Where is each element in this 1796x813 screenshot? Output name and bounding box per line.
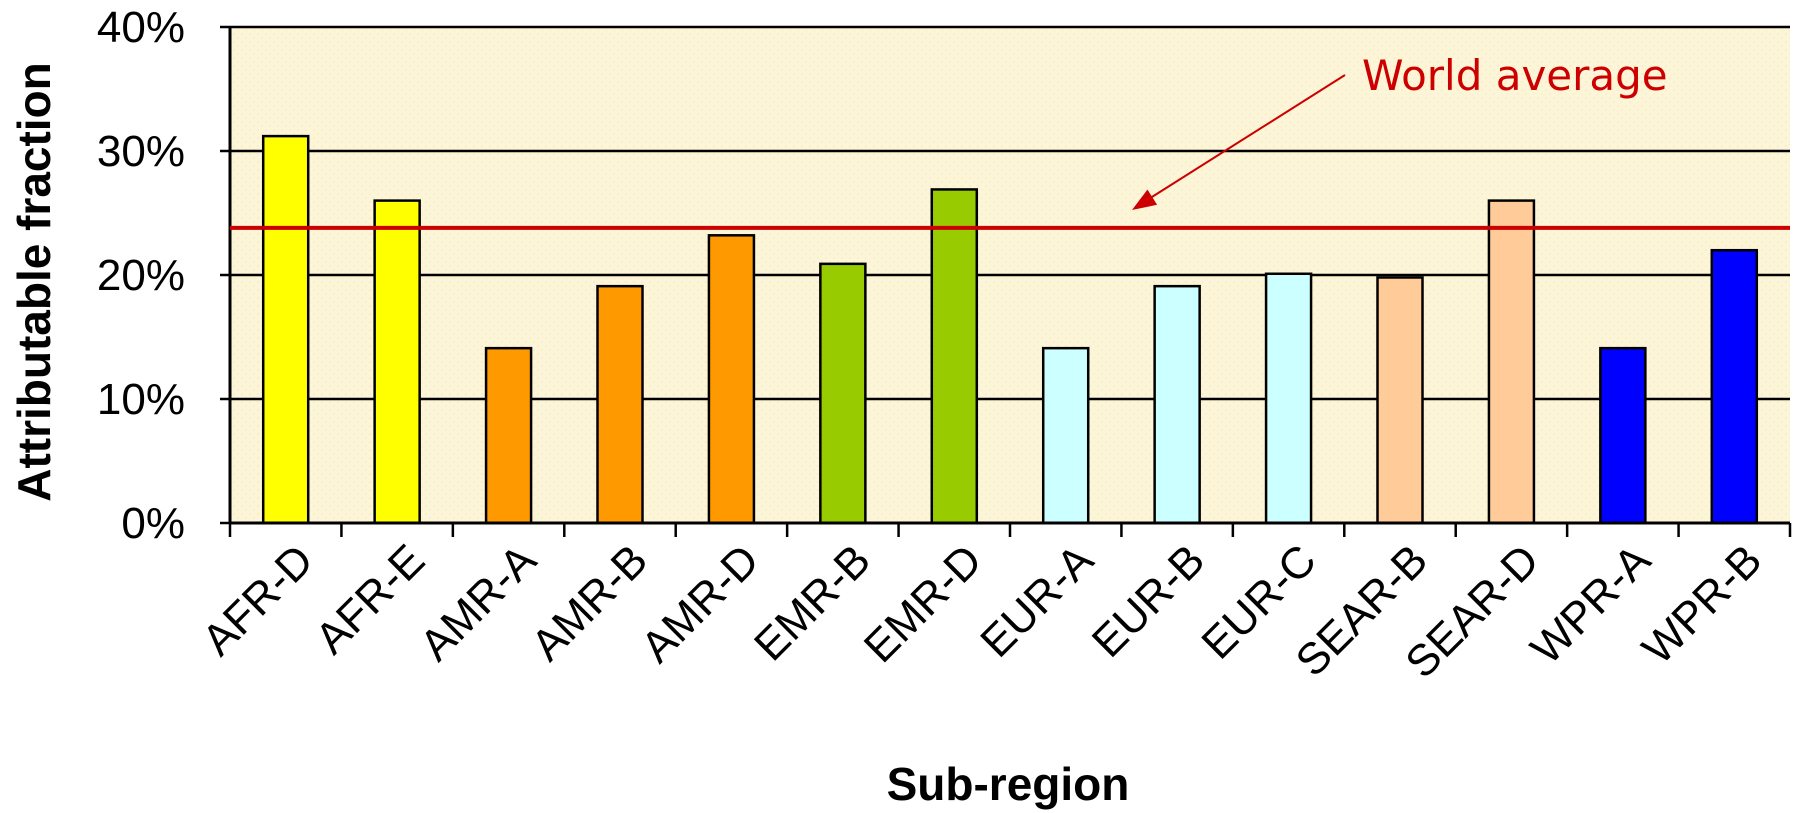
- bar: [484, 346, 533, 525]
- annotation-arrow: [1143, 74, 1346, 203]
- bar: [707, 234, 756, 525]
- bar: [1710, 248, 1759, 525]
- x-tick-label: AMR-D: [632, 535, 769, 672]
- bar: [819, 262, 867, 525]
- y-tick-label: 20%: [97, 251, 185, 300]
- bar: [373, 199, 421, 525]
- bar: [1376, 276, 1424, 525]
- axes: [228, 27, 1792, 537]
- y-tick-label: 40%: [97, 3, 185, 52]
- x-tick-label: AMR-B: [522, 535, 657, 670]
- bar: [1264, 272, 1313, 525]
- x-tick-label: AFR-E: [306, 535, 434, 663]
- bar: [930, 188, 979, 525]
- y-tick-label: 30%: [97, 127, 185, 176]
- x-axis-title: Sub-region: [887, 758, 1130, 810]
- x-tick-label: WPR-B: [1633, 535, 1771, 673]
- world-average-annotation: World average: [1132, 51, 1668, 210]
- x-tick-label: EUR-B: [1083, 535, 1214, 666]
- bar: [1487, 199, 1536, 525]
- x-tick-label: EMR-D: [855, 535, 992, 672]
- world-average-label: World average: [1362, 51, 1668, 100]
- bar: [596, 284, 644, 525]
- y-tick-label: 0%: [121, 499, 185, 548]
- x-tick-label: AFR-D: [193, 535, 323, 665]
- x-tick-label: AMR-A: [411, 535, 546, 670]
- y-axis-title: Attributable fraction: [8, 62, 60, 502]
- x-tick-label: WPR-A: [1522, 535, 1661, 674]
- y-tick-label: 10%: [97, 375, 185, 424]
- x-tick-labels: AFR-DAFR-EAMR-AAMR-BAMR-DEMR-BEMR-DEUR-A…: [193, 535, 1771, 688]
- bar: [261, 134, 310, 525]
- y-tick-labels: 0% 10% 20% 30% 40%: [97, 3, 185, 548]
- bars: [261, 134, 1759, 525]
- bar: [1599, 346, 1647, 525]
- x-tick-label: EMR-B: [745, 535, 880, 670]
- annotation-arrow-head: [1132, 189, 1158, 210]
- bar: [1153, 284, 1201, 525]
- x-tick-label: EUR-A: [971, 535, 1103, 667]
- bar: [1041, 346, 1090, 525]
